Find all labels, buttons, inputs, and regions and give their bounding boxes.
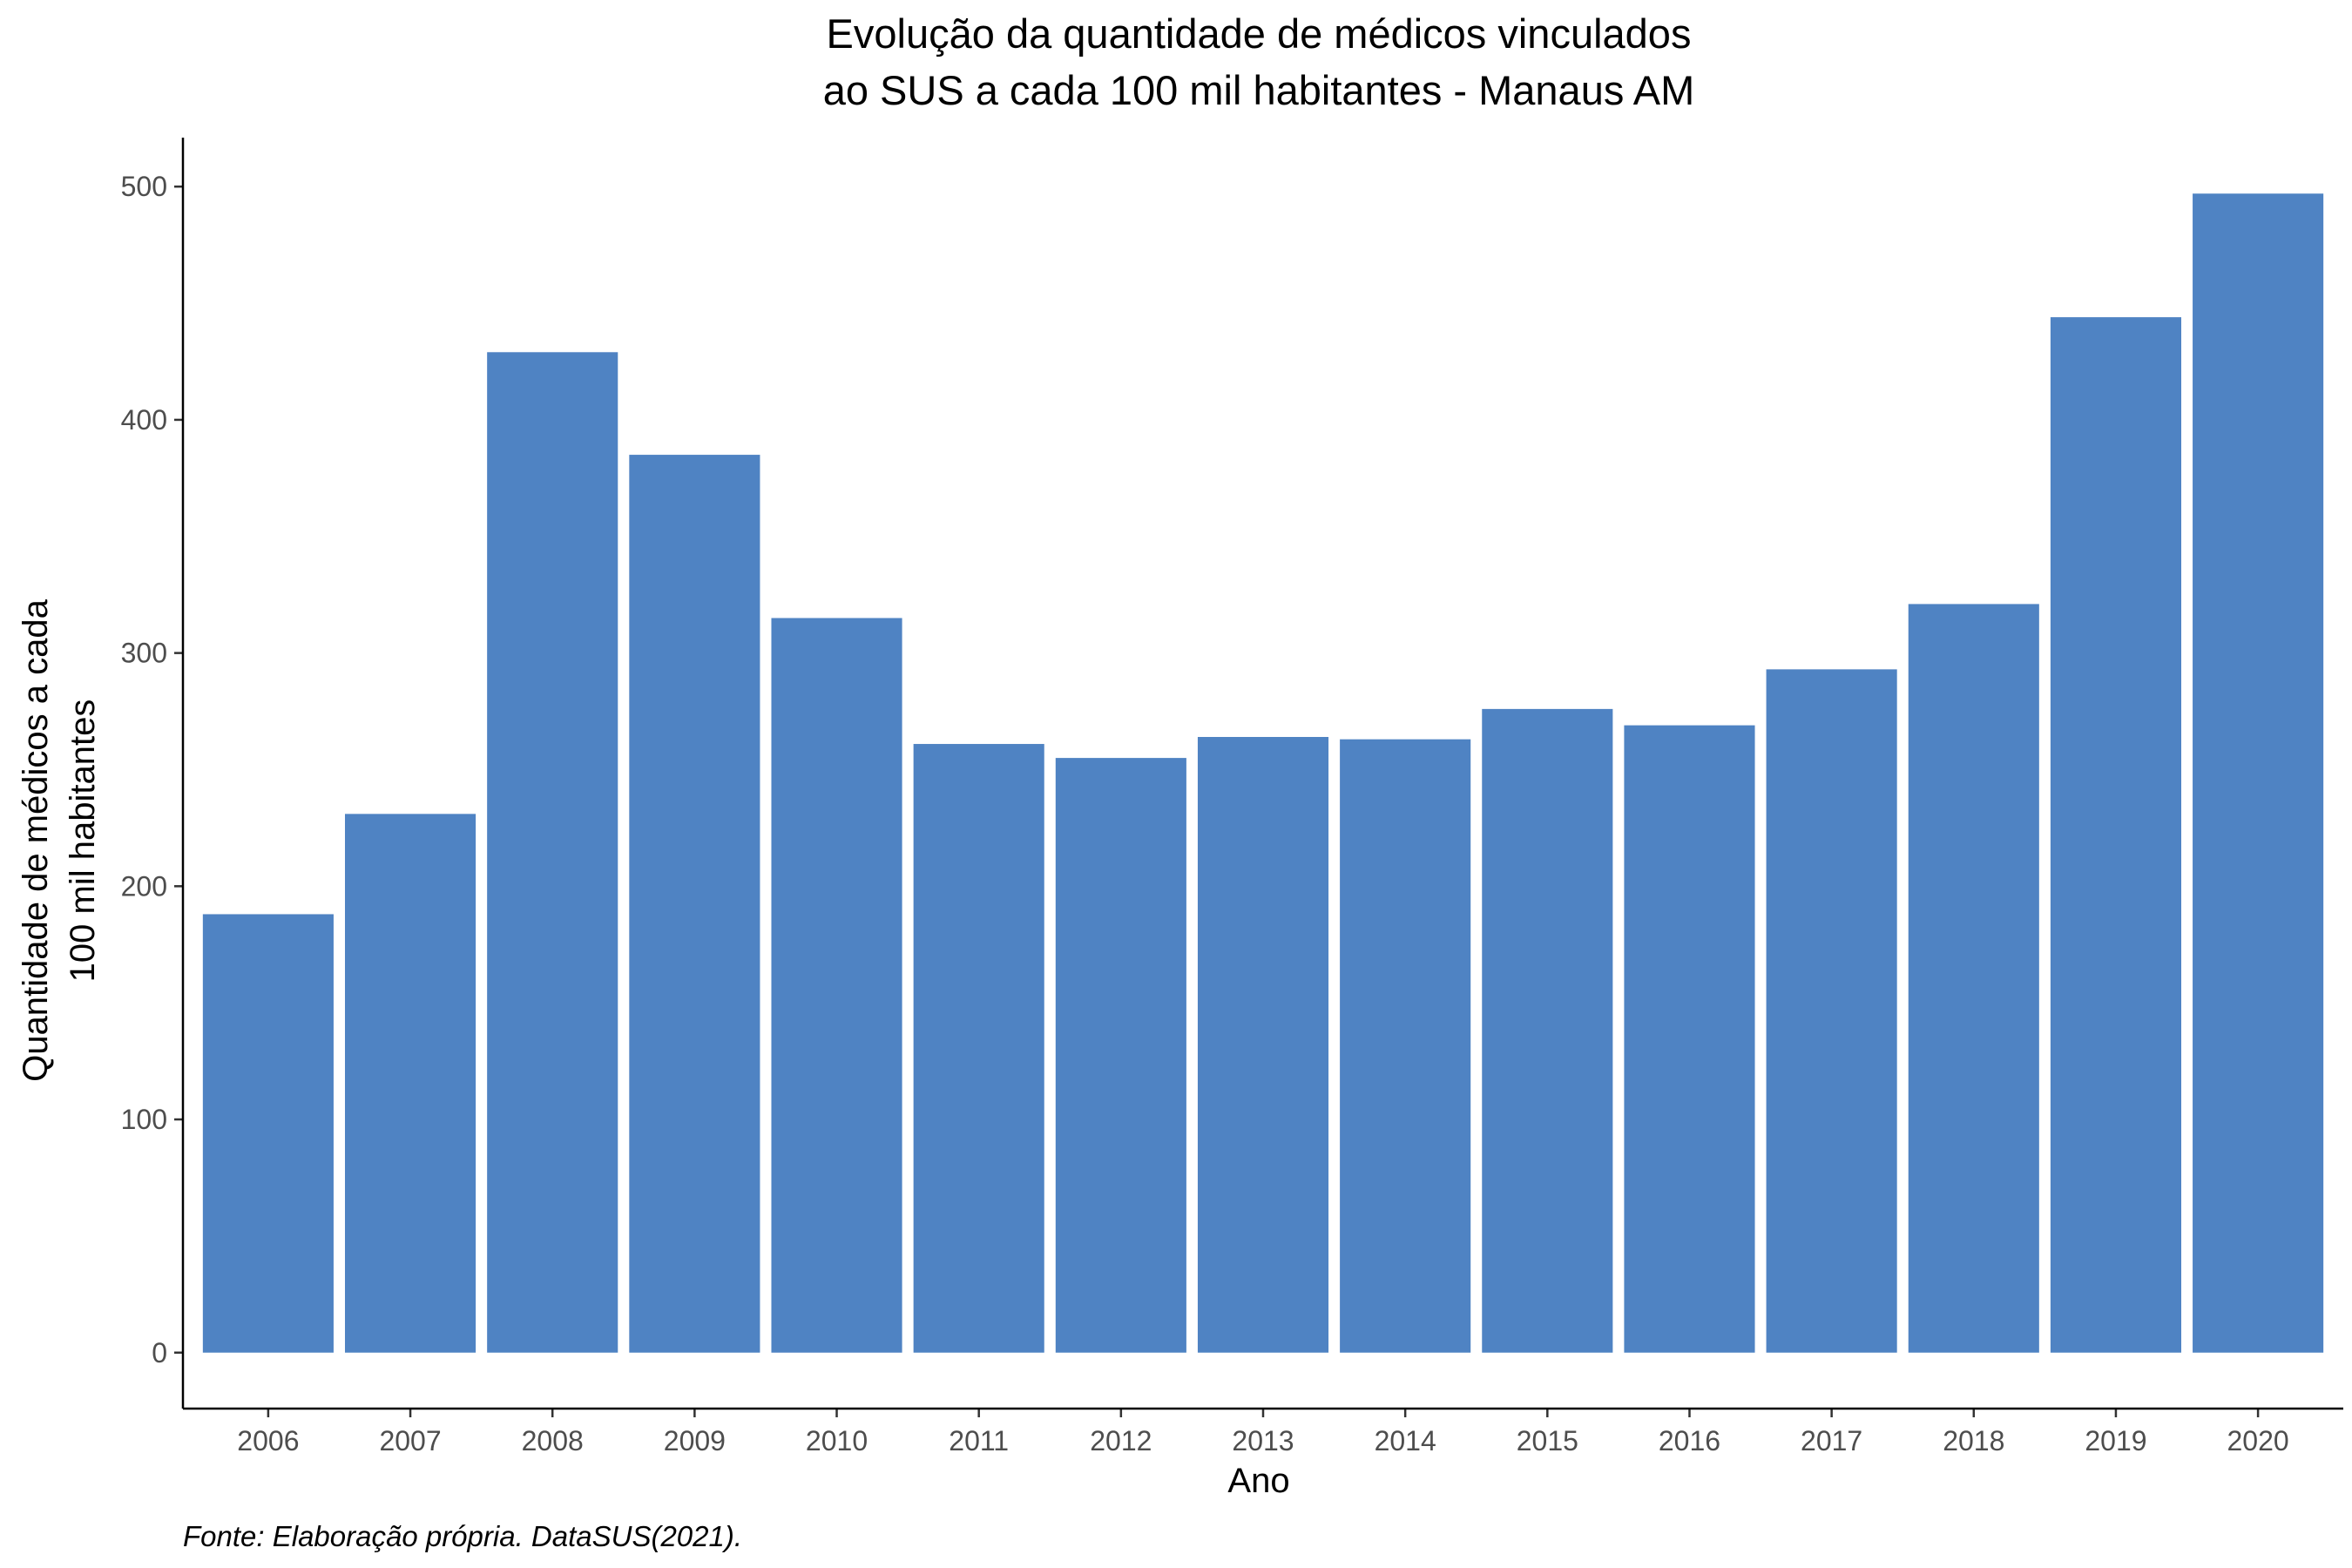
bar-2013 [1197,737,1329,1353]
y-tick-label: 200 [121,870,167,902]
bar-2016 [1624,725,1755,1353]
y-tick-label: 100 [121,1104,167,1135]
x-tick-label: 2012 [1090,1425,1152,1456]
x-tick-label: 2009 [664,1425,726,1456]
y-tick-label: 300 [121,638,167,669]
y-axis-ticks: 0 100 200 300 400 500 [121,171,183,1369]
chart-subtitle: ao SUS a cada 100 mil habitantes - Manau… [823,67,1695,113]
y-axis-title: Quantidade de médicos a cada 100 mil hab… [17,598,102,1081]
y-axis-title-line-2: 100 mil habitantes [64,700,102,983]
bar-2014 [1340,739,1471,1353]
chart-title: Evolução da quantidade de médicos vincul… [827,10,1692,57]
x-tick-label: 2014 [1375,1425,1436,1456]
bars-group [202,193,2324,1353]
bar-2015 [1482,708,1613,1353]
bar-2009 [629,455,760,1353]
y-tick-label: 400 [121,404,167,436]
chart-caption: Fonte: Elaboração própria. DataSUS(2021)… [183,1520,742,1552]
bar-2010 [771,618,902,1353]
x-tick-label: 2008 [522,1425,584,1456]
x-axis-title: Ano [1227,1462,1289,1500]
bar-2017 [1766,669,1897,1353]
x-tick-label: 2006 [237,1425,299,1456]
x-tick-label: 2011 [949,1425,1009,1456]
bar-2007 [345,814,476,1353]
x-tick-label: 2016 [1659,1425,1720,1456]
x-tick-label: 2010 [806,1425,868,1456]
bar-2020 [2193,193,2324,1353]
bar-2018 [1908,604,2039,1353]
x-tick-label: 2018 [1943,1425,2004,1456]
bar-2008 [487,352,618,1353]
bar-2019 [2050,317,2181,1353]
y-tick-label: 500 [121,171,167,202]
x-tick-label: 2019 [2085,1425,2146,1456]
bar-2011 [913,744,1044,1353]
y-axis-title-line-1: Quantidade de médicos a cada [17,598,55,1081]
y-tick-label: 0 [152,1337,167,1369]
x-tick-label: 2020 [2227,1425,2289,1456]
x-tick-label: 2017 [1801,1425,1862,1456]
bar-2006 [202,914,334,1353]
bar-2012 [1055,758,1186,1353]
x-tick-label: 2015 [1517,1425,1578,1456]
x-tick-label: 2013 [1232,1425,1294,1456]
x-axis-ticks: 2006 2007 2008 2009 2010 2011 2012 2013 2014 2015… [237,1409,2289,1456]
x-tick-label: 2007 [379,1425,441,1456]
